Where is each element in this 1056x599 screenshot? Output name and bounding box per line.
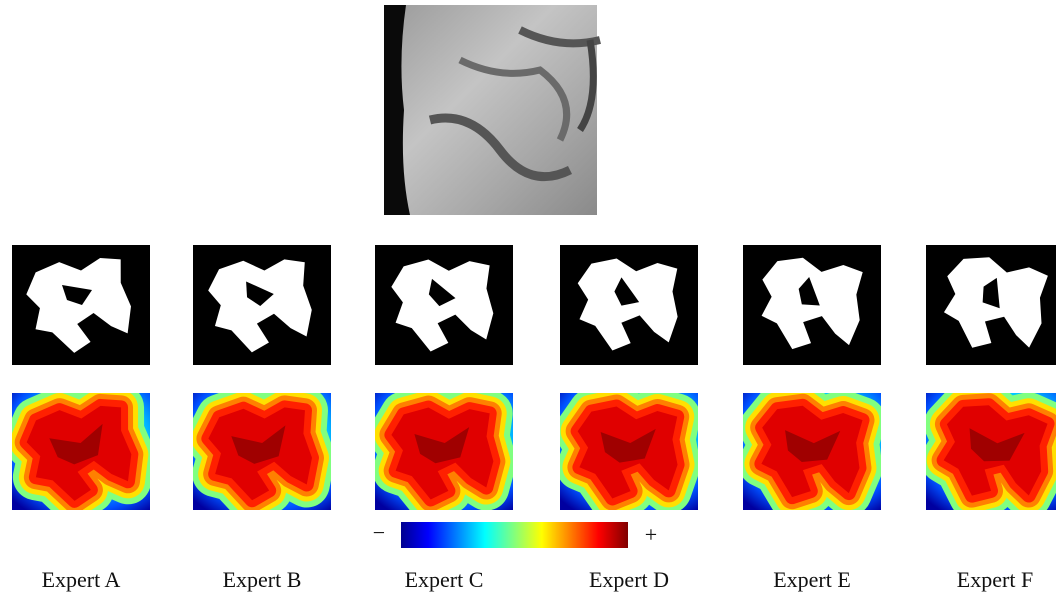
colorbar: − + [373,520,657,548]
colorbar-gradient [401,522,628,548]
segmentation-mask [743,245,881,365]
heatmap-layers [575,405,679,500]
probability-map [375,393,513,510]
mri-image [384,5,600,215]
segmentation-mask [560,245,698,365]
segmentation-mask [12,245,150,365]
colorbar-min-label: − [373,520,385,545]
heatmap-layers [390,405,494,500]
probability-map [193,393,331,510]
segmentation-mask [193,245,331,365]
heatmap-layers [935,399,1050,507]
probability-map [560,393,698,510]
heatmap-layers [22,399,137,507]
probability-map [926,393,1056,510]
probability-map [12,393,150,510]
colorbar-max-label: + [645,522,657,547]
segmentation-mask [375,245,513,365]
expert-label: Expert F [957,567,1033,592]
expert-label: Expert E [773,567,851,592]
segmentation-mask [926,245,1056,365]
heatmap-layers [755,402,865,504]
probability-map [743,393,881,510]
figure: − + Expert A Expert B Expert C Expert D Expe… [0,0,1056,599]
expert-label: Expert A [42,567,121,592]
heatmap-layers [206,402,316,504]
expert-label: Expert D [589,567,669,592]
expert-label: Expert B [223,567,302,592]
expert-label: Expert C [405,567,484,592]
